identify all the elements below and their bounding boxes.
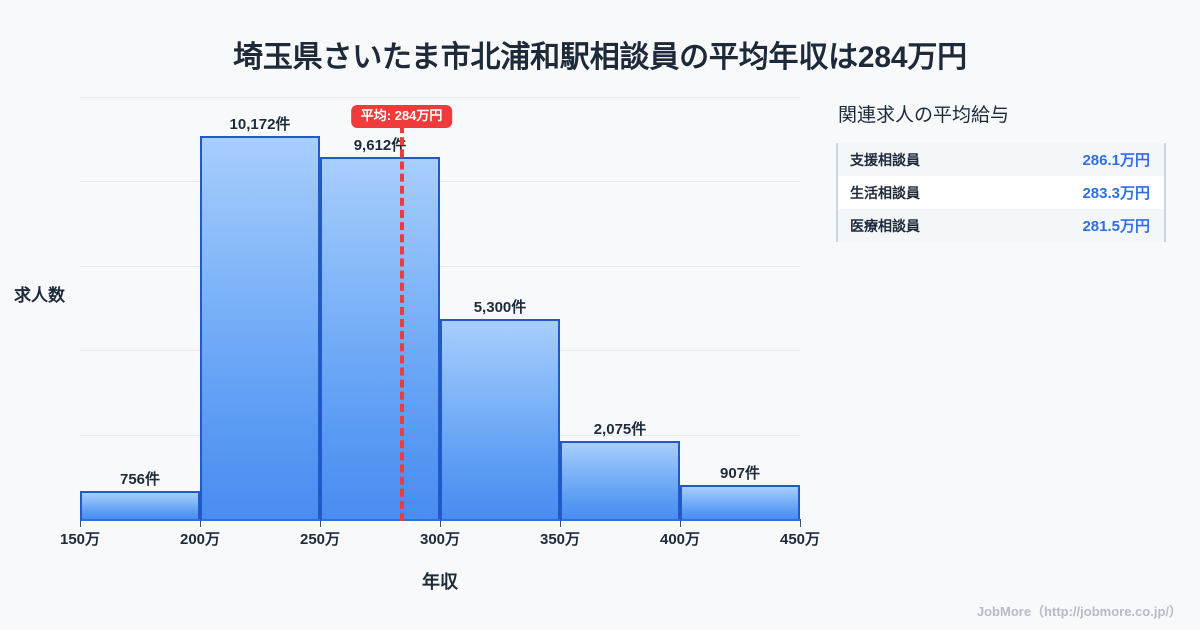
gridline [80,181,800,183]
salary-row[interactable]: 支援相談員 286.1万円 [838,143,1164,176]
salary-row-name: 医療相談員 [850,217,920,234]
y-axis-title: 求人数 [14,286,65,305]
plot-area [80,97,800,519]
histogram-bar [320,156,440,519]
related-salary-title: 関連求人の平均給与 [838,105,1010,126]
x-axis-tick-label: 450万 [779,531,821,548]
salary-row-value: 283.3万円 [1082,185,1150,202]
x-axis-tick [80,519,81,527]
page-title: 埼玉県さいたま市北浦和駅相談員の平均年収は284万円 [233,41,967,74]
x-axis-tick-label: 200万 [179,531,221,548]
footer-credit: JobMore（http://jobmore.co.jp/） [976,604,1182,619]
salary-row[interactable]: 生活相談員 283.3万円 [838,176,1164,209]
bar-value-label: 5,300件 [473,299,527,317]
salary-row-value: 281.5万円 [1082,218,1150,235]
x-axis-tick-label: 300万 [419,531,461,548]
gridline [80,265,800,267]
x-axis-tick-label: 350万 [539,531,581,548]
x-axis-tick [680,519,681,527]
histogram-chart: 求人数 年収 756件 10,172件 9,612件 5,300件 2,075件 907件… [14,97,821,592]
x-axis-tick [320,519,321,527]
related-salary-panel: 関連求人の平均給与 支援相談員 286.1万円生活相談員 283.3万円医療相談員 2… [836,100,1166,242]
salary-row-name: 支援相談員 [850,151,920,168]
average-badge: 平均: 284万円 [350,105,453,129]
salary-row-name: 生活相談員 [850,184,920,201]
salary-row-value: 286.1万円 [1082,152,1150,169]
histogram-bar [680,484,800,519]
bar-value-label: 907件 [719,464,761,482]
related-salary-table: 支援相談員 286.1万円生活相談員 283.3万円医療相談員 281.5万円 [836,143,1166,242]
bar-value-label: 10,172件 [229,115,291,133]
average-line [399,113,404,521]
salary-row[interactable]: 医療相談員 281.5万円 [838,209,1164,242]
histogram-bar [440,319,560,519]
x-axis-tick-label: 250万 [299,531,341,548]
bar-value-label: 2,075件 [593,420,647,438]
x-axis-tick [800,519,801,527]
x-axis-title: 年収 [422,572,458,592]
bar-value-label: 9,612件 [353,136,407,154]
histogram-bar [560,440,680,519]
x-axis-tick-label: 400万 [659,531,701,548]
histogram-bar [200,135,320,519]
x-axis-tick [440,519,441,527]
bar-value-label: 756件 [119,470,161,488]
x-axis-tick [200,519,201,527]
histogram-bar [80,490,200,519]
x-axis-tick-label: 150万 [59,531,101,548]
gridline [80,97,800,98]
x-axis-tick [560,519,561,527]
